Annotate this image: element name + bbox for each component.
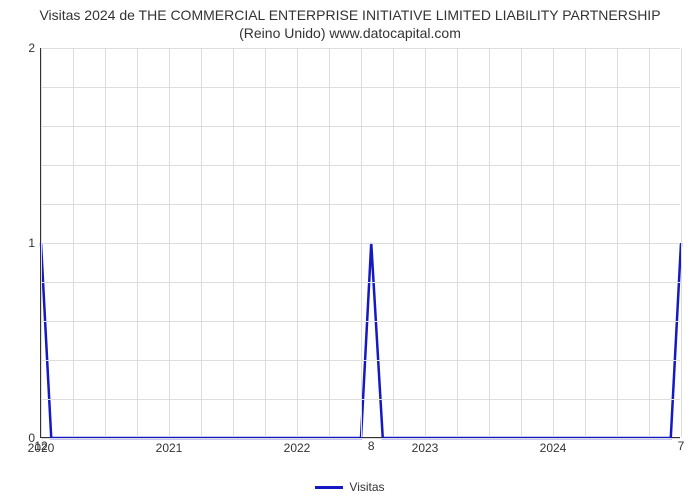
x-tick-label: 2024 [540,441,567,455]
gridline-v [137,48,138,437]
gridline-v [553,48,554,437]
x-tick-label: 2023 [412,441,439,455]
gridline-v [681,48,682,437]
gridline-v [617,48,618,437]
chart-title: Visitas 2024 de THE COMMERCIAL ENTERPRIS… [0,0,700,42]
plot-wrapper: 012202020212022202320241287 [40,48,680,438]
gridline-v [393,48,394,437]
legend: Visitas [0,480,700,494]
x-tick-label: 2021 [156,441,183,455]
gridline-v [297,48,298,437]
legend-label: Visitas [349,480,384,494]
gridline-v [425,48,426,437]
gridline-v [457,48,458,437]
gridline-v [489,48,490,437]
gridline-v [585,48,586,437]
gridline-v [265,48,266,437]
gridline-v [73,48,74,437]
x-tick-label: 2022 [284,441,311,455]
gridline-v [233,48,234,437]
gridline-v [105,48,106,437]
gridline-v [41,48,42,437]
gridline-v [649,48,650,437]
gridline-h [41,438,680,439]
gridline-v [361,48,362,437]
gridline-v [521,48,522,437]
gridline-v [201,48,202,437]
y-tick-label: 1 [28,236,35,250]
data-point-label: 12 [34,439,47,453]
legend-swatch [315,486,343,489]
plot-area: 012202020212022202320241287 [40,48,680,438]
data-point-label: 7 [678,439,685,453]
gridline-v [169,48,170,437]
y-tick-label: 2 [28,41,35,55]
gridline-v [329,48,330,437]
data-point-label: 8 [368,439,375,453]
